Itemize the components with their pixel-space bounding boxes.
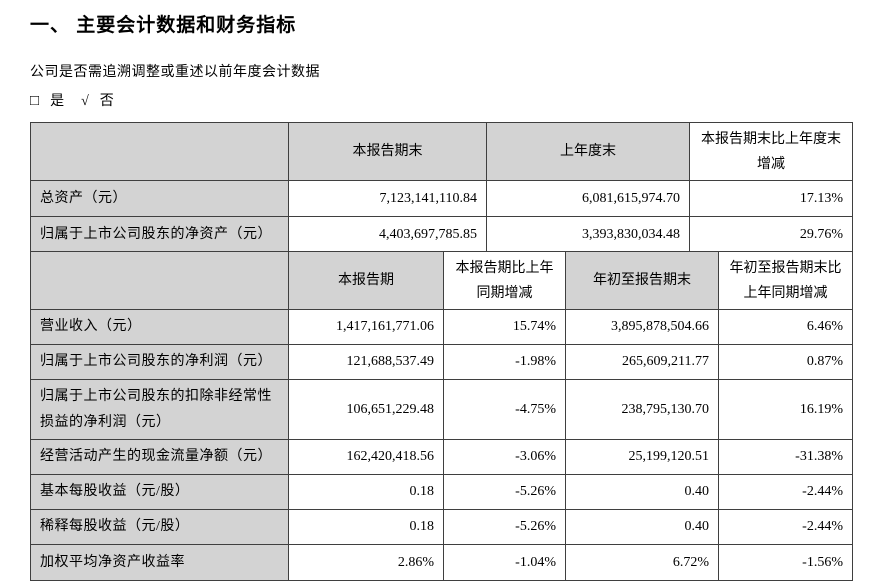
row-label: 归属于上市公司股东的净资产（元） <box>30 216 289 253</box>
header-cell: 年初至报告期末比上年同期增减 <box>718 251 853 310</box>
row-label: 营业收入（元） <box>30 309 289 345</box>
value-cell: -3.06% <box>443 439 566 475</box>
value-cell: 16.19% <box>718 379 853 440</box>
header-cell: 本报告期末 <box>288 122 487 181</box>
header-cell: 年初至报告期末 <box>565 251 719 310</box>
header-cell: 本报告期 <box>288 251 444 310</box>
value-cell: 3,393,830,034.48 <box>486 216 690 253</box>
row-label: 归属于上市公司股东的净利润（元） <box>30 344 289 380</box>
value-cell: 4,403,697,785.85 <box>288 216 487 253</box>
value-cell: -1.56% <box>718 544 853 581</box>
value-cell: 162,420,418.56 <box>288 439 444 475</box>
value-cell: 265,609,211.77 <box>565 344 719 380</box>
value-cell: 0.18 <box>288 474 444 510</box>
table-row: 归属于上市公司股东的扣除非经常性损益的净利润（元） 106,651,229.48-… <box>30 379 853 440</box>
value-cell: 25,199,120.51 <box>565 439 719 475</box>
value-cell: -4.75% <box>443 379 566 440</box>
header-cell: 本报告期末比上年度末增减 <box>689 122 853 181</box>
value-cell: -31.38% <box>718 439 853 475</box>
value-cell: -2.44% <box>718 474 853 510</box>
value-cell: -2.44% <box>718 509 853 545</box>
value-cell: -5.26% <box>443 474 566 510</box>
yes-no-checkline: □ 是 √ 否 <box>30 90 114 110</box>
row-label: 经营活动产生的现金流量净额（元） <box>30 439 289 475</box>
table-row: 总资产（元） 7,123,141,110.84 6,081,615,974.70 17… <box>30 180 853 217</box>
value-cell: 6.46% <box>718 309 853 345</box>
period-metrics-table: 本报告期 本报告期比上年同期增减 年初至报告期末 年初至报告期末比上年同期增减 营业收… <box>30 251 853 581</box>
row-label: 加权平均净资产收益率 <box>30 544 289 581</box>
value-cell: 3,895,878,504.66 <box>565 309 719 345</box>
value-cell: 0.87% <box>718 344 853 380</box>
value-cell: -1.98% <box>443 344 566 380</box>
value-cell: 2.86% <box>288 544 444 581</box>
table-header-row: 本报告期末 上年度末 本报告期末比上年度末增减 <box>30 122 853 181</box>
header-cell <box>30 251 289 310</box>
value-cell: 1,417,161,771.06 <box>288 309 444 345</box>
checkmark-icon: √ <box>81 94 89 109</box>
no-label: 否 <box>99 94 114 109</box>
table-row: 经营活动产生的现金流量净额（元） 162,420,418.56 -3.06% 25,1… <box>30 439 853 475</box>
table-header-row: 本报告期 本报告期比上年同期增减 年初至报告期末 年初至报告期末比上年同期增减 <box>30 251 853 310</box>
value-cell: 0.40 <box>565 474 719 510</box>
balance-metrics-table: 本报告期末 上年度末 本报告期末比上年度末增减 总资产（元） 7,123,141,11… <box>30 122 853 253</box>
value-cell: 0.18 <box>288 509 444 545</box>
checkbox-empty-icon: □ <box>30 93 40 109</box>
header-cell: 上年度末 <box>486 122 690 181</box>
row-label: 基本每股收益（元/股） <box>30 474 289 510</box>
table-row: 基本每股收益（元/股） 0.18 -5.26% 0.40 -2.44% <box>30 474 853 510</box>
table-row: 加权平均净资产收益率 2.86% -1.04% 6.72% -1.56% <box>30 544 853 581</box>
restatement-question: 公司是否需追溯调整或重述以前年度会计数据 <box>30 65 320 80</box>
table-row: 稀释每股收益（元/股） 0.18 -5.26% 0.40 -2.44% <box>30 509 853 545</box>
section-title: 一、 主要会计数据和财务指标 <box>30 15 297 36</box>
value-cell: 15.74% <box>443 309 566 345</box>
yes-label: 是 <box>50 94 65 109</box>
value-cell: 29.76% <box>689 216 853 253</box>
header-cell: 本报告期比上年同期增减 <box>443 251 566 310</box>
table-row: 归属于上市公司股东的净资产（元） 4,403,697,785.85 3,393,83… <box>30 216 853 253</box>
row-label: 稀释每股收益（元/股） <box>30 509 289 545</box>
value-cell: 17.13% <box>689 180 853 217</box>
value-cell: 238,795,130.70 <box>565 379 719 440</box>
header-cell <box>30 122 289 181</box>
value-cell: 7,123,141,110.84 <box>288 180 487 217</box>
row-label: 归属于上市公司股东的扣除非经常性损益的净利润（元） <box>30 379 289 440</box>
value-cell: 106,651,229.48 <box>288 379 444 440</box>
table-row: 归属于上市公司股东的净利润（元） 121,688,537.49 -1.98% 265,… <box>30 344 853 380</box>
value-cell: -5.26% <box>443 509 566 545</box>
value-cell: 6,081,615,974.70 <box>486 180 690 217</box>
value-cell: 6.72% <box>565 544 719 581</box>
table-row: 营业收入（元） 1,417,161,771.06 15.74% 3,895,878,5… <box>30 309 853 345</box>
value-cell: 121,688,537.49 <box>288 344 444 380</box>
row-label: 总资产（元） <box>30 180 289 217</box>
value-cell: 0.40 <box>565 509 719 545</box>
value-cell: -1.04% <box>443 544 566 581</box>
